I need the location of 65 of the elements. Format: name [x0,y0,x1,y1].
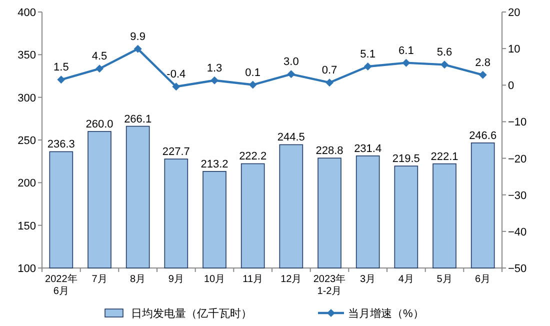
data-label: 9.9 [130,30,146,43]
data-label: 228.8 [316,145,344,158]
y-tick-label: 350 [18,50,36,62]
data-label: 260.0 [86,118,114,130]
y2-tick-label: −40 [508,226,527,238]
data-label: 244.5 [277,132,305,144]
y-tick-label: 250 [18,135,36,147]
x-tick-label: 2022年 6月 [45,273,78,297]
point [96,64,104,73]
point [248,80,257,89]
data-label: 0.7 [322,64,338,77]
y2-tick-label: 10 [508,44,520,56]
y2-tick-label: −50 [508,263,527,275]
data-label: 246.6 [469,130,497,142]
point [326,78,334,87]
data-label: 222.1 [430,150,458,163]
point [172,82,180,91]
point [402,58,410,67]
data-label: 266.1 [124,113,152,126]
x-tick-label: 11月 [242,274,264,285]
y2-tick-label: −10 [508,116,527,129]
data-label: 227.7 [162,146,190,158]
x-tick-label: 10月 [204,274,226,285]
data-label: 4.5 [92,50,108,63]
data-label: 236.3 [47,138,75,151]
data-label: 1.3 [206,62,222,74]
x-tick-label: 8月 [130,274,146,285]
point [364,62,372,70]
data-label: -0.4 [166,68,186,81]
data-label: 5.6 [436,46,452,59]
y-tick-label: 400 [18,7,36,19]
x-tick-label: 5月 [436,274,452,285]
x-tick-label: 7月 [92,274,108,285]
y-tick-label: 200 [18,178,36,190]
y2-tick-label: −20 [508,153,527,166]
point [210,76,218,84]
y-tick-label: 100 [18,263,36,275]
y-tick-label: 150 [18,220,36,232]
point [287,70,296,78]
x-tick-label: 9月 [168,274,184,285]
data-label: 5.1 [360,48,376,60]
legend-label: 日均发电量（亿千瓦时） [131,307,252,320]
y2-tick-label: 0 [508,80,514,92]
point [478,70,487,79]
y2-tick-label: −30 [508,190,527,202]
x-tick-label: 6月 [475,274,491,285]
legend-label: 当月增速（%） [348,307,424,320]
data-label: 222.2 [239,150,267,163]
data-label: 2.8 [475,56,490,69]
x-tick-label: 3月 [360,274,376,285]
data-label: 219.5 [392,153,420,166]
data-label: 6.1 [398,44,414,57]
data-label: 3.0 [284,56,299,68]
data-label: 0.1 [245,66,260,79]
x-tick-label: 2023年 1-2月 [313,273,346,297]
point [440,60,448,69]
point [134,44,142,53]
y-tick-label: 300 [18,92,36,104]
x-tick-label: 12月 [280,274,302,285]
data-label: 213.2 [200,158,228,170]
point [57,76,66,84]
data-label: 231.4 [354,142,382,155]
data-label: 1.5 [54,62,69,74]
y2-tick-label: 20 [508,7,520,19]
x-tick-label: 4月 [398,274,414,285]
